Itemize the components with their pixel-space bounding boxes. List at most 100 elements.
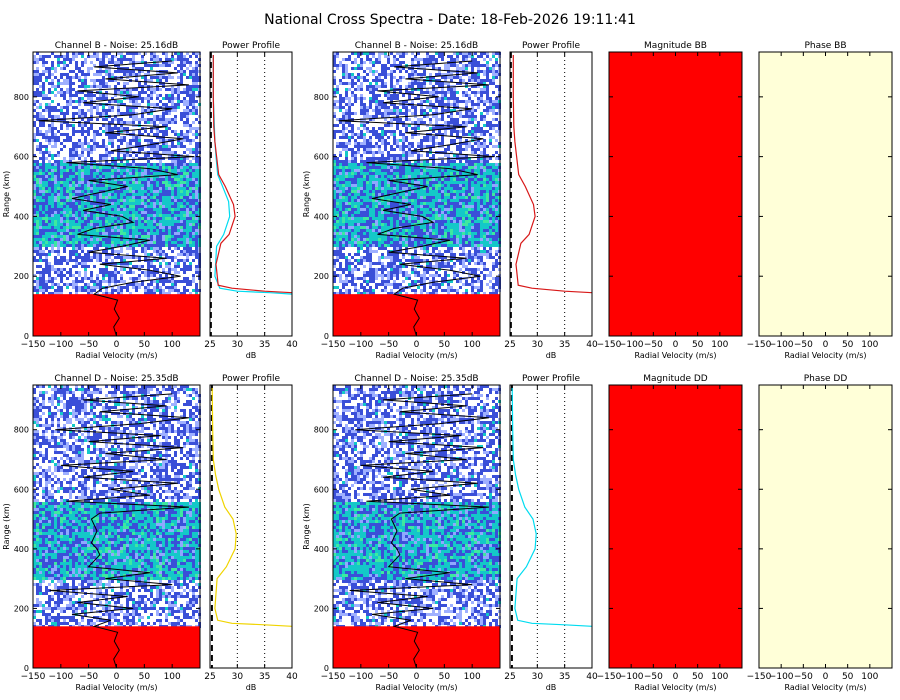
spectrum-cell xyxy=(351,163,354,166)
spectrum-cell xyxy=(96,253,99,256)
spectrum-cell xyxy=(87,241,90,244)
spectrum-cell xyxy=(81,97,84,100)
spectrum-cell xyxy=(183,226,186,229)
spectrum-cell xyxy=(81,154,84,157)
spectrum-cell xyxy=(90,67,93,70)
spectrum-cell xyxy=(189,127,192,130)
spectrum-cell xyxy=(132,181,135,184)
spectrum-cell xyxy=(138,199,141,202)
spectrum-cell xyxy=(126,127,129,130)
spectrum-cell xyxy=(141,127,144,130)
spectrum-cell xyxy=(192,133,195,136)
spectrum-cell xyxy=(471,73,474,76)
spectrum-cell xyxy=(123,232,126,235)
spectrum-cell xyxy=(126,169,129,172)
spectrum-cell xyxy=(165,241,168,244)
spectrum-cell xyxy=(186,289,189,292)
spectrum-cell xyxy=(195,253,198,256)
spectrum-cell xyxy=(345,58,348,61)
spectrum-cell xyxy=(93,79,96,82)
spectrum-cell xyxy=(375,160,378,163)
spectrum-cell xyxy=(333,112,336,115)
spectrum-cell xyxy=(78,274,81,277)
spectrum-cell xyxy=(414,124,417,127)
spectrum-cell xyxy=(117,121,120,124)
spectrum-cell xyxy=(72,253,75,256)
spectrum-cell xyxy=(471,76,474,79)
spectrum-cell xyxy=(117,196,120,199)
spectrum-cell xyxy=(54,172,57,175)
spectrum-cell xyxy=(360,163,363,166)
spectrum-cell xyxy=(183,145,186,148)
spectrum-cell xyxy=(81,256,84,259)
spectrum-cell xyxy=(108,121,111,124)
spectrum-cell xyxy=(468,172,471,175)
spectrum-cell xyxy=(459,166,462,169)
spectrum-cell xyxy=(111,157,114,160)
spectrum-cell xyxy=(468,115,471,118)
spectrum-cell xyxy=(45,76,48,79)
spectrum-cell xyxy=(336,91,339,94)
spectrum-cell xyxy=(159,163,162,166)
spectrum-cell xyxy=(165,205,168,208)
spectrum-cell xyxy=(492,145,495,148)
spectrum-cell xyxy=(141,247,144,250)
spectrum-cell xyxy=(108,106,111,109)
spectrum-cell xyxy=(354,52,357,55)
spectrum-cell xyxy=(126,130,129,133)
spectrum-cell xyxy=(393,112,396,115)
spectrum-cell xyxy=(339,151,342,154)
spectrum-cell xyxy=(102,70,105,73)
spectrum-cell xyxy=(45,178,48,181)
spectrum-cell xyxy=(81,205,84,208)
spectrum-cell xyxy=(45,133,48,136)
spectrum-cell xyxy=(195,172,198,175)
spectrum-cell xyxy=(417,52,420,55)
spectrum-cell xyxy=(333,103,336,106)
spectrum-cell xyxy=(57,226,60,229)
spectrum-cell xyxy=(192,187,195,190)
spectrum-cell xyxy=(144,244,147,247)
spectrum-cell xyxy=(102,274,105,277)
spectrum-cell xyxy=(480,127,483,130)
spectrum-cell xyxy=(435,52,438,55)
spectrum-cell xyxy=(381,70,384,73)
spectrum-cell xyxy=(114,88,117,91)
spectrum-cell xyxy=(192,277,195,280)
spectrum-cell xyxy=(105,166,108,169)
spectrum-cell xyxy=(411,70,414,73)
spectrum-cell xyxy=(165,175,168,178)
spectrum-cell xyxy=(180,259,183,262)
spectrum-cell xyxy=(87,214,90,217)
spectrum-cell xyxy=(84,274,87,277)
spectrum-cell xyxy=(396,142,399,145)
spectrum-cell xyxy=(390,52,393,55)
spectrum-cell xyxy=(81,217,84,220)
spectrum-cell xyxy=(84,163,87,166)
spectrum-cell xyxy=(33,199,36,202)
spectrum-cell xyxy=(84,187,87,190)
spectrum-cell xyxy=(156,244,159,247)
spectrum-cell xyxy=(114,199,117,202)
spectrum-cell xyxy=(186,163,189,166)
spectrum-cell xyxy=(450,55,453,58)
spectrum-cell xyxy=(60,88,63,91)
spectrum-cell xyxy=(480,70,483,73)
spectrum-cell xyxy=(417,160,420,163)
spectrum-cell xyxy=(447,103,450,106)
spectrum-cell xyxy=(195,106,198,109)
spectrum-cell xyxy=(477,160,480,163)
spectrum-cell xyxy=(171,289,174,292)
spectrum-cell xyxy=(96,184,99,187)
spectrum-cell xyxy=(75,178,78,181)
spectrum-cell xyxy=(102,76,105,79)
spectrum-cell xyxy=(114,157,117,160)
spectrum-cell xyxy=(456,154,459,157)
spectrum-cell xyxy=(471,61,474,64)
spectrum-cell xyxy=(72,166,75,169)
spectrum-cell xyxy=(87,154,90,157)
spectrum-cell xyxy=(63,244,66,247)
spectrum-cell xyxy=(36,67,39,70)
spectrum-cell xyxy=(84,166,87,169)
spectrum-cell xyxy=(141,211,144,214)
